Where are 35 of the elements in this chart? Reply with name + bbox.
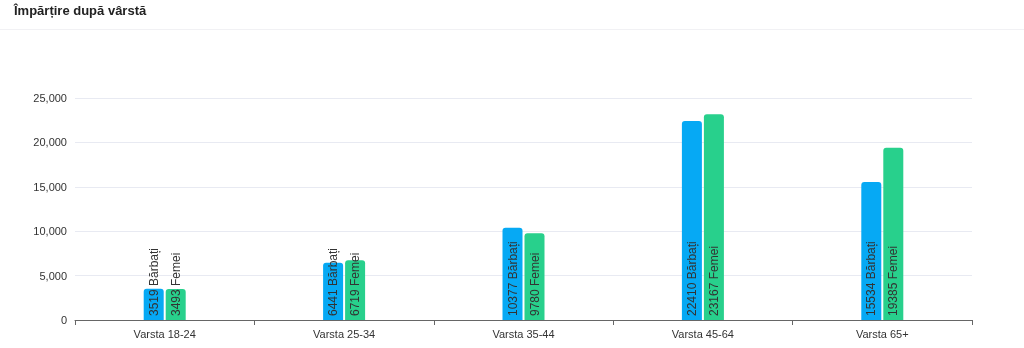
y-tick-label: 15,000 [33,180,67,193]
data-label: 6719 [348,288,363,316]
x-tick-label: Varsta 18-24 [133,327,196,340]
text: Femei [527,252,542,286]
bar [883,147,904,320]
text: Femei [168,252,183,286]
text: Bărbați [146,247,161,286]
data-label: 6441 [326,288,341,316]
y-tick-label: 5,000 [39,269,67,282]
x-tick-label: Varsta 45-64 [671,327,734,340]
text: Bărbați [684,241,699,280]
data-label: 3493 [168,288,183,316]
x-tick-label: Varsta 35-44 [492,327,555,340]
y-tick-label: 25,000 [33,92,67,104]
series-label: Femei [348,252,363,286]
y-tick-label: 0 [60,314,67,326]
text: Bărbați [326,247,341,286]
data-label: 3519 [146,288,161,316]
text: Femei [886,245,901,280]
y-tick-label: 20,000 [33,136,67,149]
text: Femei [706,245,721,280]
data-label: 19385 [886,282,901,316]
text: Bărbați [864,241,879,280]
bar [703,114,724,320]
data-label: 9780 [527,288,542,316]
x-tick-label: Varsta 25-34 [313,327,376,340]
text: Bărbați [505,241,520,280]
data-label: 10377 [505,282,520,316]
data-label: 15534 [864,282,879,316]
x-tick-label: Varsta 65+ [855,327,909,340]
data-label: 22410 [684,282,699,316]
bar [681,121,702,320]
y-tick-label: 10,000 [33,225,67,238]
data-label: 23167 [706,282,721,316]
chart-title: Împărțire după vârstă [14,3,147,18]
